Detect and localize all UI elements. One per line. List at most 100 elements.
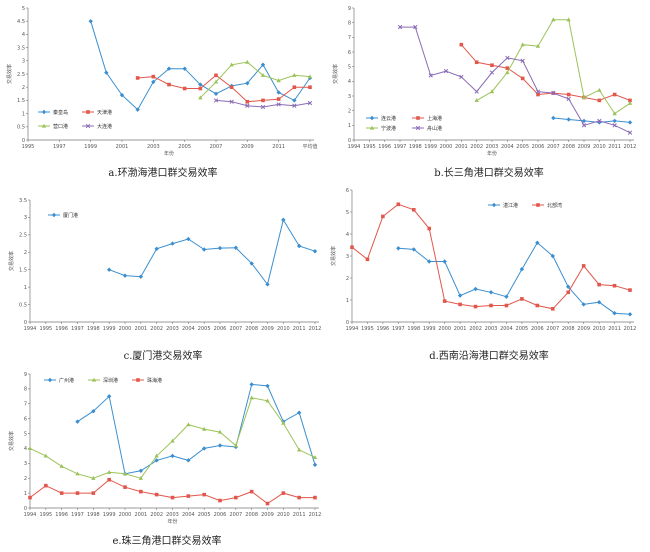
data-point xyxy=(520,42,525,47)
y-tick-label: 1 xyxy=(24,285,27,291)
data-point xyxy=(536,92,540,97)
data-point xyxy=(489,70,495,75)
data-point xyxy=(91,491,96,495)
series-line-深圳港 xyxy=(29,397,316,479)
data-point xyxy=(566,284,571,289)
data-point xyxy=(505,70,510,75)
data-point xyxy=(104,70,109,75)
data-point xyxy=(213,98,219,103)
data-point xyxy=(413,24,418,30)
y-tick-label: 5 xyxy=(24,431,27,437)
data-point xyxy=(182,66,187,71)
data-point xyxy=(106,394,112,399)
data-point xyxy=(59,491,64,495)
series-line-湛江港 xyxy=(398,242,631,315)
x-tick-label: 2006 xyxy=(531,326,544,332)
y-axis-label: 交易效率 xyxy=(6,64,13,84)
data-point xyxy=(312,455,318,459)
x-tick-label: 1996 xyxy=(378,144,391,150)
x-tick-label: 2002 xyxy=(150,326,163,332)
data-point xyxy=(28,495,32,500)
data-point xyxy=(581,95,587,100)
data-point xyxy=(139,489,143,494)
data-point xyxy=(170,495,175,500)
data-point xyxy=(106,469,112,474)
x-tick-label: 1995 xyxy=(39,326,52,332)
x-tick-label: 2003 xyxy=(485,326,498,332)
x-tick-label: 2007 xyxy=(546,326,559,332)
data-point xyxy=(265,383,270,389)
data-point xyxy=(581,123,587,128)
data-point xyxy=(201,247,207,252)
data-point xyxy=(397,24,403,30)
data-point xyxy=(597,118,602,124)
data-point xyxy=(489,303,493,308)
data-point xyxy=(627,130,633,135)
data-point xyxy=(627,101,633,105)
x-tick-label: 2006 xyxy=(214,512,227,518)
data-point xyxy=(88,19,93,24)
x-tick-label: 平均值 xyxy=(302,143,317,150)
data-point xyxy=(627,120,633,125)
data-point xyxy=(265,398,270,403)
data-point xyxy=(427,259,432,264)
data-point xyxy=(198,86,203,91)
data-point xyxy=(119,92,125,98)
x-tick-label: 2005 xyxy=(198,326,211,332)
data-point xyxy=(597,98,602,103)
legend-marker xyxy=(51,212,57,218)
y-tick-label: 5 xyxy=(346,210,349,216)
x-tick-label: 2001 xyxy=(134,326,147,332)
y-tick-label: 1.5 xyxy=(17,98,25,104)
legend-marker xyxy=(136,378,140,382)
data-point xyxy=(154,453,159,458)
data-point xyxy=(281,420,286,425)
y-tick-label: 7 xyxy=(348,35,351,41)
x-tick-label: 2002 xyxy=(470,144,483,150)
data-point xyxy=(186,236,191,242)
legend-marker xyxy=(415,125,421,131)
x-tick-label: 2005 xyxy=(178,144,191,150)
x-axis-label: 年份 xyxy=(164,150,174,157)
data-point xyxy=(122,273,128,278)
x-tick-label: 2009 xyxy=(261,512,274,518)
caption-c: c.厦门港交易效率 xyxy=(124,349,203,362)
x-tick-label: 1996 xyxy=(377,326,390,332)
x-tick-label: 1999 xyxy=(84,144,97,150)
data-point xyxy=(233,443,239,448)
x-tick-label: 2012 xyxy=(624,144,637,150)
data-point xyxy=(550,307,555,311)
data-point xyxy=(459,74,464,80)
data-point xyxy=(245,99,250,104)
data-point xyxy=(249,382,254,387)
data-point xyxy=(59,464,64,468)
legend-marker xyxy=(41,109,47,115)
data-point xyxy=(313,495,317,500)
data-point xyxy=(186,494,191,498)
legend-marker xyxy=(91,377,97,382)
y-tick-label: 0 xyxy=(24,506,27,512)
x-tick-label: 2003 xyxy=(147,144,160,150)
chart-c: 0 0.5 1 1.5 2 2.5 3 3.5 1994 1995 1996 1997 1998 1999… xyxy=(8,198,321,332)
legend-label: 珠海港 xyxy=(147,377,162,384)
data-point xyxy=(151,79,156,85)
data-point xyxy=(75,491,80,495)
data-point xyxy=(520,297,524,301)
x-tick-label: 2009 xyxy=(241,144,254,150)
y-tick-label: 5 xyxy=(348,64,351,70)
x-tick-label: 1997 xyxy=(394,144,407,150)
x-tick-label: 1998 xyxy=(87,512,100,518)
x-tick-label: 2004 xyxy=(500,326,513,332)
y-tick-label: 4 xyxy=(348,79,351,85)
data-point xyxy=(151,74,156,79)
data-point xyxy=(198,82,203,87)
data-point xyxy=(154,246,159,251)
x-tick-label: 2001 xyxy=(454,326,467,332)
data-point xyxy=(474,60,479,65)
x-tick-label: 1998 xyxy=(407,326,420,332)
data-point xyxy=(292,103,297,108)
y-tick-label: 0 xyxy=(24,320,27,326)
data-point xyxy=(308,85,312,89)
